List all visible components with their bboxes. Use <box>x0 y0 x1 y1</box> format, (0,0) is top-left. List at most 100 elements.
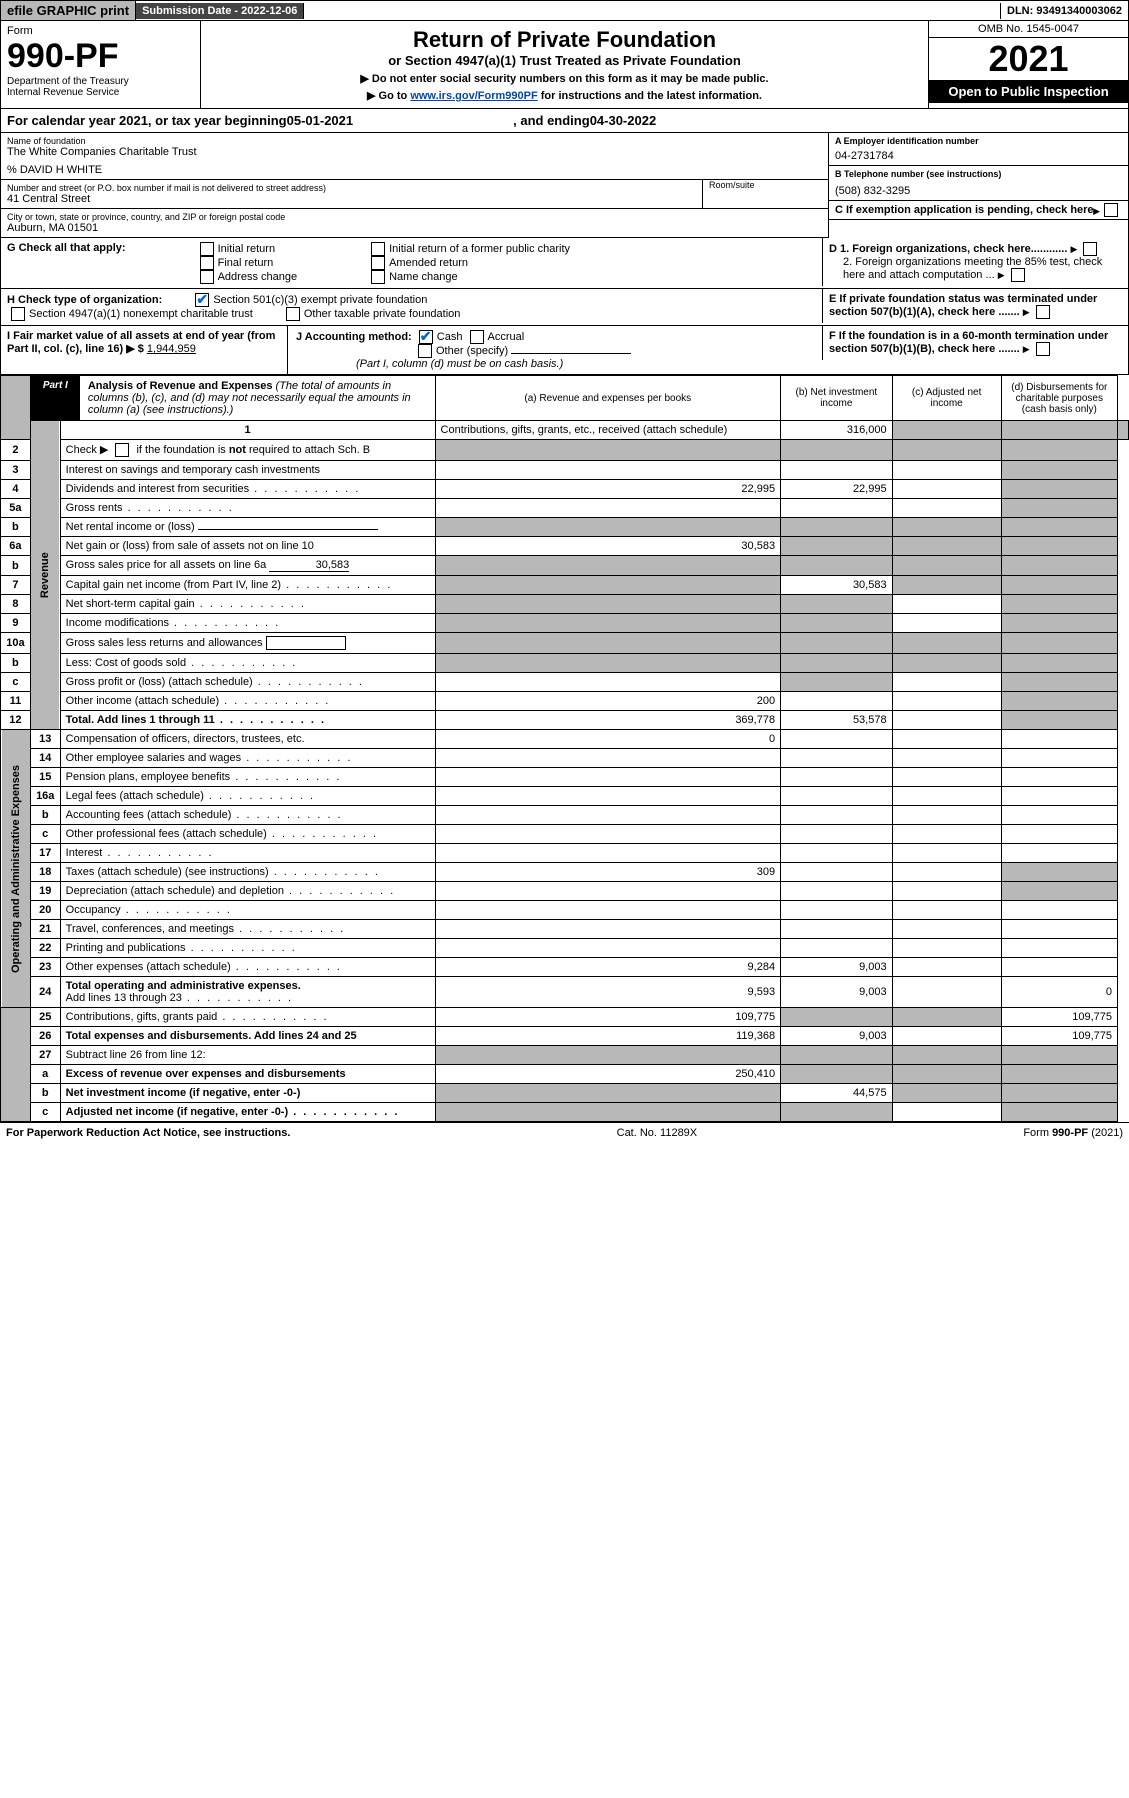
col-d-header: (d) Disbursements for charitable purpose… <box>1001 376 1117 421</box>
h-label: H Check type of organization: <box>7 294 162 306</box>
row-23-a: 9,284 <box>435 958 781 977</box>
row-12-b: 53,578 <box>781 711 893 730</box>
row-22-desc: Printing and publications <box>60 939 435 958</box>
submission-date-label: Submission Date - 2022-12-06 <box>136 3 304 19</box>
row-14-desc: Other employee salaries and wages <box>60 749 435 768</box>
e-checkbox[interactable] <box>1036 305 1050 319</box>
row-6b-desc: Gross sales price for all assets on line… <box>60 556 435 576</box>
form-subtitle: or Section 4947(a)(1) Trust Treated as P… <box>207 53 922 68</box>
row-8-desc: Net short-term capital gain <box>60 595 435 614</box>
d2-label: 2. Foreign organizations meeting the 85%… <box>843 256 1102 281</box>
revenue-side-label: Revenue <box>30 421 60 730</box>
row-25-d: 109,775 <box>1001 1008 1117 1027</box>
row-24-desc: Total operating and administrative expen… <box>60 977 435 1008</box>
row-13-desc: Compensation of officers, directors, tru… <box>60 730 435 749</box>
g-initial-checkbox[interactable] <box>200 242 214 256</box>
city-state-zip: Auburn, MA 01501 <box>7 222 822 234</box>
f-checkbox[interactable] <box>1036 342 1050 356</box>
row-1-desc: Contributions, gifts, grants, etc., rece… <box>435 421 781 440</box>
e-label: E If private foundation status was termi… <box>829 293 1097 318</box>
form-label: Form <box>7 25 194 37</box>
row-25-desc: Contributions, gifts, grants paid <box>60 1008 435 1027</box>
row-5a-desc: Gross rents <box>60 499 435 518</box>
row-27-desc: Subtract line 26 from line 12: <box>60 1046 435 1065</box>
calendar-year-row: For calendar year 2021, or tax year begi… <box>0 109 1129 133</box>
row-4-a: 22,995 <box>435 480 781 499</box>
top-bar: efile GRAPHIC print Submission Date - 20… <box>0 0 1129 21</box>
d2-checkbox[interactable] <box>1011 268 1025 282</box>
row-13-a: 0 <box>435 730 781 749</box>
row-5b-desc: Net rental income or (loss) <box>60 518 435 537</box>
name-label: Name of foundation <box>7 136 822 146</box>
col-a-header: (a) Revenue and expenses per books <box>435 376 781 421</box>
street-address: 41 Central Street <box>7 193 702 205</box>
part1-table: Part I Analysis of Revenue and Expenses … <box>0 375 1129 1122</box>
footer-left: For Paperwork Reduction Act Notice, see … <box>6 1127 290 1139</box>
j-other-checkbox[interactable] <box>418 344 432 358</box>
row-26-d: 109,775 <box>1001 1027 1117 1046</box>
g-amended-checkbox[interactable] <box>371 256 385 270</box>
row-27a-desc: Excess of revenue over expenses and disb… <box>60 1065 435 1084</box>
instr-2: ▶ Go to www.irs.gov/Form990PF for instru… <box>207 89 922 102</box>
row-23-desc: Other expenses (attach schedule) <box>60 958 435 977</box>
g-final-checkbox[interactable] <box>200 256 214 270</box>
ein: 04-2731784 <box>835 150 1122 162</box>
row-21-desc: Travel, conferences, and meetings <box>60 920 435 939</box>
j-label: J Accounting method: <box>296 331 412 343</box>
footer-cat: Cat. No. 11289X <box>617 1127 698 1139</box>
j-note: (Part I, column (d) must be on cash basi… <box>296 358 631 370</box>
efile-label[interactable]: efile GRAPHIC print <box>1 1 136 20</box>
tax-year: 2021 <box>929 38 1128 80</box>
row-24-d: 0 <box>1001 977 1117 1008</box>
row-16a-desc: Legal fees (attach schedule) <box>60 787 435 806</box>
row-6a-a: 30,583 <box>435 537 781 556</box>
row-10b-desc: Less: Cost of goods sold <box>60 654 435 673</box>
j-accrual-checkbox[interactable] <box>470 330 484 344</box>
irs-label: Internal Revenue Service <box>7 87 194 98</box>
row-25-a: 109,775 <box>435 1008 781 1027</box>
part1-desc: Analysis of Revenue and Expenses (The to… <box>80 376 435 420</box>
row-27a-a: 250,410 <box>435 1065 781 1084</box>
g-label: G Check all that apply: <box>7 242 126 254</box>
h-4947-checkbox[interactable] <box>11 307 25 321</box>
telephone: (508) 832-3295 <box>835 185 1122 197</box>
row-12-a: 369,778 <box>435 711 781 730</box>
ein-label: A Employer identification number <box>835 136 1122 146</box>
city-label: City or town, state or province, country… <box>7 212 822 222</box>
form-title: Return of Private Foundation <box>207 27 922 53</box>
h-other-checkbox[interactable] <box>286 307 300 321</box>
row-24-b: 9,003 <box>781 977 893 1008</box>
room-label: Room/suite <box>709 180 822 190</box>
footer-right: Form 990-PF (2021) <box>1023 1127 1123 1139</box>
row-23-b: 9,003 <box>781 958 893 977</box>
h-501c3-checkbox[interactable] <box>195 293 209 307</box>
g-address-checkbox[interactable] <box>200 270 214 284</box>
g-name-checkbox[interactable] <box>371 270 385 284</box>
c-checkbox[interactable] <box>1104 203 1118 217</box>
sch-b-checkbox[interactable] <box>115 443 129 457</box>
part1-label: Part I <box>31 376 80 420</box>
row-27b-b: 44,575 <box>781 1084 893 1103</box>
d1-checkbox[interactable] <box>1083 242 1097 256</box>
instr-1: ▶ Do not enter social security numbers o… <box>207 72 922 85</box>
f-label: F If the foundation is in a 60-month ter… <box>829 330 1108 355</box>
form-number: 990-PF <box>7 37 194 76</box>
inspection-label: Open to Public Inspection <box>929 80 1128 103</box>
row-17-desc: Interest <box>60 844 435 863</box>
row-15-desc: Pension plans, employee benefits <box>60 768 435 787</box>
g-initial-pub-checkbox[interactable] <box>371 242 385 256</box>
j-cash-checkbox[interactable] <box>419 330 433 344</box>
row-3-desc: Interest on savings and temporary cash i… <box>60 461 435 480</box>
row-6a-desc: Net gain or (loss) from sale of assets n… <box>60 537 435 556</box>
row-16c-desc: Other professional fees (attach schedule… <box>60 825 435 844</box>
page-footer: For Paperwork Reduction Act Notice, see … <box>0 1122 1129 1143</box>
col-b-header: (b) Net investment income <box>781 376 893 421</box>
foundation-name: The White Companies Charitable Trust <box>7 146 822 158</box>
expenses-side-label: Operating and Administrative Expenses <box>1 730 31 1008</box>
row-4-desc: Dividends and interest from securities <box>60 480 435 499</box>
row-26-b: 9,003 <box>781 1027 893 1046</box>
omb-number: OMB No. 1545-0047 <box>929 21 1128 38</box>
c-label: C If exemption application is pending, c… <box>835 204 1094 216</box>
row-11-desc: Other income (attach schedule) <box>60 692 435 711</box>
form990pf-link[interactable]: www.irs.gov/Form990PF <box>410 90 537 102</box>
